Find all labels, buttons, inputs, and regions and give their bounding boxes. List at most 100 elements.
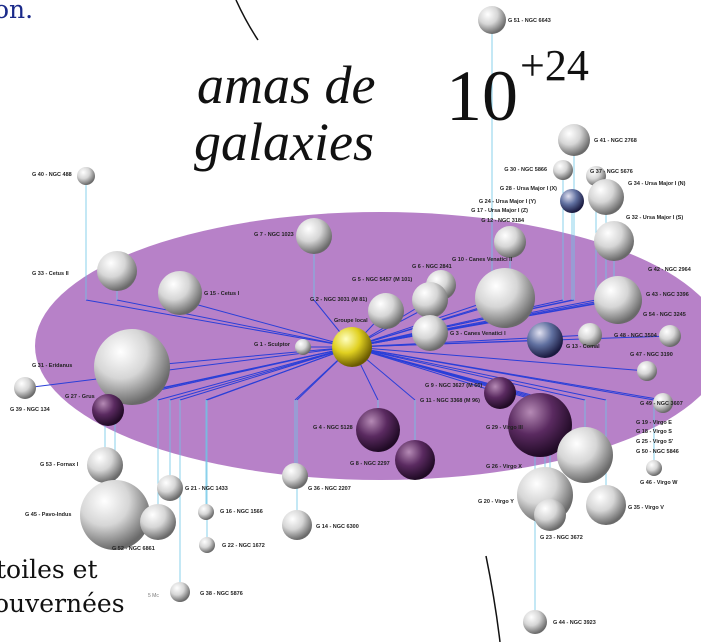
cluster-sphere bbox=[356, 408, 400, 452]
cluster-label: G 51 - NGC 6643 bbox=[508, 18, 551, 24]
cluster-label: G 20 - Virgo Y bbox=[478, 499, 514, 505]
cluster-label: Groupe local bbox=[334, 318, 368, 324]
cluster-sphere bbox=[484, 377, 516, 409]
cluster-sphere bbox=[637, 361, 657, 381]
text-fragment: ouvernées bbox=[0, 589, 125, 618]
cluster-label: G 5 - NGC 5457 (M 101) bbox=[352, 277, 412, 283]
cluster-sphere bbox=[653, 393, 673, 413]
cluster-label: G 28 - Ursa Major I (X) bbox=[500, 186, 557, 192]
cluster-label: G 17 - Ursa Major I (Z) bbox=[471, 208, 528, 214]
cluster-sphere bbox=[494, 226, 526, 258]
cluster-label: G 42 - NGC 2964 bbox=[648, 267, 692, 273]
cluster-sphere bbox=[92, 394, 124, 426]
cluster-sphere bbox=[140, 504, 176, 540]
cluster-label: G 40 - NGC 488 bbox=[32, 172, 72, 178]
cluster-sphere bbox=[198, 504, 214, 520]
cluster-sphere bbox=[478, 6, 506, 34]
cluster-label: G 45 - Pavo-Indus bbox=[25, 512, 71, 518]
cluster-label: G 30 - NGC 5866 bbox=[504, 167, 547, 173]
cluster-label: G 29 - Virgo III bbox=[486, 425, 523, 431]
link bbox=[179, 299, 353, 348]
cluster-sphere bbox=[295, 339, 311, 355]
cluster-sphere bbox=[523, 610, 547, 634]
cluster-sphere bbox=[282, 510, 312, 540]
cluster-label: G 15 - Cetus I bbox=[204, 291, 240, 297]
pointer-line bbox=[235, 0, 259, 41]
cluster-label: G 12 - NGC 3184 bbox=[481, 218, 525, 224]
link bbox=[179, 346, 353, 401]
cluster-label: G 37 - NGC 5676 bbox=[590, 169, 633, 175]
link bbox=[351, 346, 607, 401]
cluster-sphere bbox=[578, 323, 602, 347]
cluster-sphere bbox=[87, 447, 123, 483]
link bbox=[157, 346, 353, 401]
cluster-label: G 49 - NGC 3607 bbox=[640, 401, 683, 407]
cluster-sphere bbox=[594, 276, 642, 324]
link bbox=[351, 346, 586, 401]
cluster-label: G 32 - Ursa Major I (S) bbox=[626, 215, 683, 221]
cluster-label: G 14 - NGC 6300 bbox=[316, 524, 359, 530]
cluster-label: G 16 - NGC 1566 bbox=[220, 509, 263, 515]
cluster-label: G 7 - NGC 1023 bbox=[254, 232, 294, 238]
cluster-sphere bbox=[80, 480, 150, 550]
cluster-sphere bbox=[557, 427, 613, 483]
link bbox=[206, 346, 353, 401]
cluster-sphere bbox=[94, 329, 170, 405]
cluster-label: G 25 - Virgo S' bbox=[636, 439, 674, 445]
cluster-sphere bbox=[659, 325, 681, 347]
text-fragment: on. bbox=[0, 0, 33, 24]
scale-base: 10 bbox=[446, 56, 518, 136]
cluster-label: G 23 - NGC 3672 bbox=[540, 535, 583, 541]
cluster-sphere bbox=[558, 124, 590, 156]
cluster-sphere bbox=[646, 460, 662, 476]
link bbox=[351, 346, 501, 394]
labels: G 51 - NGC 6643 G 41 - NGC 2768 G 30 - NGC… bbox=[10, 18, 692, 626]
cluster-label: G 38 - NGC 5876 bbox=[200, 591, 243, 597]
cluster-label: G 48 - NGC 3504 bbox=[614, 333, 658, 339]
cluster-label: G 11 - NGC 3368 (M 96) bbox=[420, 398, 480, 404]
cluster-label: G 1 - Sculptor bbox=[254, 342, 291, 348]
cluster-label: G 6 - NGC 2841 bbox=[412, 264, 452, 270]
cluster-sphere bbox=[594, 221, 634, 261]
title-line: galaxies bbox=[194, 112, 374, 172]
cluster-label: G 13 - Comal bbox=[566, 344, 600, 350]
cluster-sphere bbox=[282, 463, 308, 489]
cluster-label: G 53 - Fornax I bbox=[40, 462, 79, 468]
scale-exponent: +24 bbox=[520, 41, 589, 90]
cluster-label: G 3 - Canes Venatici I bbox=[450, 331, 506, 337]
link bbox=[351, 346, 551, 401]
cluster-sphere bbox=[14, 377, 36, 399]
cluster-sphere bbox=[157, 475, 183, 501]
cluster-label: G 18 - Virgo S bbox=[636, 429, 672, 435]
cluster-sphere bbox=[77, 167, 95, 185]
cluster-sphere bbox=[508, 393, 572, 457]
cluster-sphere bbox=[368, 293, 404, 329]
cluster-label: G 8 - NGC 2297 bbox=[350, 461, 390, 467]
link bbox=[351, 346, 648, 372]
link bbox=[24, 346, 353, 389]
cluster-sphere bbox=[97, 251, 137, 291]
cluster-sphere bbox=[332, 327, 372, 367]
cluster-label: G 9 - NGC 3627 (M 66) bbox=[425, 383, 482, 389]
cluster-sphere bbox=[586, 485, 626, 525]
cluster-label: G 50 - NGC 5846 bbox=[636, 449, 679, 455]
title-line: amas de bbox=[197, 55, 375, 115]
link bbox=[351, 346, 655, 401]
cluster-label: G 43 - NGC 3396 bbox=[646, 292, 689, 298]
cluster-sphere bbox=[412, 315, 448, 351]
cluster-sphere bbox=[527, 322, 563, 358]
cluster-label: G 36 - NGC 2207 bbox=[308, 486, 351, 492]
spheres bbox=[14, 6, 681, 634]
link bbox=[116, 299, 353, 348]
cluster-label: G 44 - NGC 3923 bbox=[553, 620, 596, 626]
cluster-sphere bbox=[296, 218, 332, 254]
cluster-label: G 10 - Canes Venatici II bbox=[452, 257, 513, 263]
cluster-sphere bbox=[560, 189, 584, 213]
cluster-label: G 35 - Virgo V bbox=[628, 505, 664, 511]
cluster-label: G 54 - NGC 3245 bbox=[643, 312, 686, 318]
cluster-sphere bbox=[412, 282, 448, 318]
cluster-sphere bbox=[588, 179, 624, 215]
cluster-sphere bbox=[170, 582, 190, 602]
cluster-label: G 41 - NGC 2768 bbox=[594, 138, 637, 144]
